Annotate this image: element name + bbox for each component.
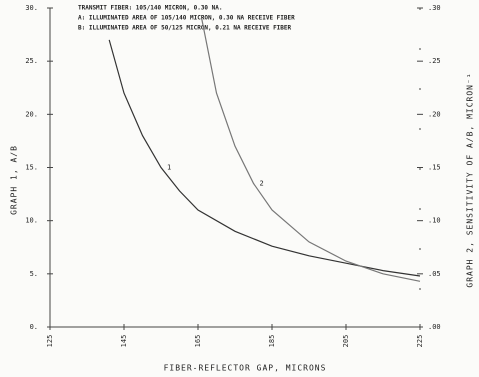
y-tick-label: 20. xyxy=(25,110,38,118)
series-line xyxy=(201,18,421,282)
y-tick-label: 25. xyxy=(25,57,38,65)
y-tick-label: 5. xyxy=(30,270,38,278)
y-tick-label: 10. xyxy=(25,217,38,225)
y-axis-title: GRAPH 1, A/B xyxy=(10,145,19,215)
x-tick-label: 185 xyxy=(268,335,276,348)
y2-tick-label: .05 xyxy=(428,270,441,278)
annotation: A: ILLUMINATED AREA OF 105/140 MICRON, 0… xyxy=(78,15,295,22)
y-tick-label: 0. xyxy=(30,323,38,331)
y-tick-label: 30. xyxy=(25,4,38,12)
x-tick-label: 225 xyxy=(416,335,424,348)
y-tick-label: 15. xyxy=(25,164,38,172)
x-axis-title: FIBER-REFLECTOR GAP, MICRONS xyxy=(164,364,327,373)
y2-tick-label: .10 xyxy=(428,217,441,225)
y2-axis-title: GRAPH 2, SENSITIVITY OF A/B, MICRON⁻¹ xyxy=(466,72,475,287)
series-line xyxy=(108,39,421,277)
series-label: 1 xyxy=(167,164,171,172)
x-tick-label: 145 xyxy=(120,335,128,348)
y2-tick-label: .15 xyxy=(428,164,441,172)
annotation: TRANSMIT FIBER: 105/140 MICRON, 0.30 NA. xyxy=(78,5,223,12)
x-tick-label: 205 xyxy=(342,335,350,348)
annotation: B: ILLUMINATED AREA OF 50/125 MICRON, 0.… xyxy=(78,25,292,32)
y2-tick-label: .00 xyxy=(428,323,441,331)
y2-tick-label: .20 xyxy=(428,110,441,118)
y2-tick-label: .25 xyxy=(428,57,441,65)
x-tick-label: 165 xyxy=(194,335,202,348)
x-tick-label: 125 xyxy=(46,335,54,348)
series-label: 2 xyxy=(260,179,264,187)
y2-tick-label: .30 xyxy=(428,4,441,12)
